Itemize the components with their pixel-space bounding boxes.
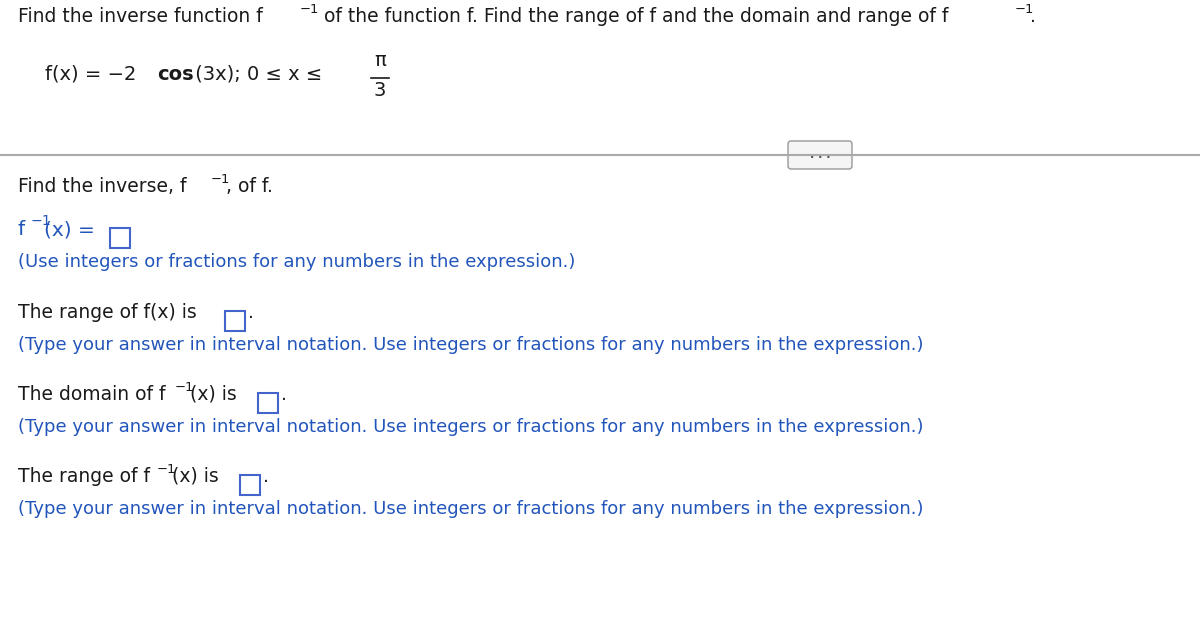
Text: .: . bbox=[1030, 7, 1036, 26]
Text: . . .: . . . bbox=[810, 150, 830, 160]
Text: f(x) = −2: f(x) = −2 bbox=[46, 65, 143, 84]
Text: The range of f(x) is: The range of f(x) is bbox=[18, 303, 203, 322]
Text: −1: −1 bbox=[211, 173, 230, 186]
Text: f: f bbox=[18, 220, 25, 239]
Text: −1: −1 bbox=[300, 3, 319, 16]
Text: The domain of f: The domain of f bbox=[18, 385, 166, 404]
FancyBboxPatch shape bbox=[258, 393, 278, 413]
Text: cos: cos bbox=[157, 65, 193, 84]
Text: (Type your answer in interval notation. Use integers or fractions for any number: (Type your answer in interval notation. … bbox=[18, 500, 924, 518]
Text: −1: −1 bbox=[30, 214, 50, 228]
Text: .: . bbox=[248, 303, 254, 322]
FancyBboxPatch shape bbox=[788, 141, 852, 169]
Text: (Type your answer in interval notation. Use integers or fractions for any number: (Type your answer in interval notation. … bbox=[18, 418, 924, 436]
Text: Find the inverse function f: Find the inverse function f bbox=[18, 7, 263, 26]
FancyBboxPatch shape bbox=[240, 475, 260, 495]
Text: (3x); 0 ≤ x ≤: (3x); 0 ≤ x ≤ bbox=[190, 65, 323, 84]
Text: 3: 3 bbox=[374, 81, 386, 100]
FancyBboxPatch shape bbox=[110, 228, 130, 248]
Text: .: . bbox=[263, 467, 269, 486]
FancyBboxPatch shape bbox=[226, 311, 245, 331]
Text: −1: −1 bbox=[157, 463, 176, 476]
Text: (x) is: (x) is bbox=[190, 385, 242, 404]
Text: (x) =: (x) = bbox=[44, 220, 101, 239]
Text: (x) is: (x) is bbox=[172, 467, 224, 486]
Text: Find the inverse, f: Find the inverse, f bbox=[18, 177, 186, 196]
Text: , of f.: , of f. bbox=[226, 177, 272, 196]
Text: −1: −1 bbox=[1015, 3, 1034, 16]
Text: .: . bbox=[281, 385, 287, 404]
Text: −1: −1 bbox=[175, 381, 194, 394]
Text: π: π bbox=[374, 51, 386, 70]
Text: The range of f: The range of f bbox=[18, 467, 150, 486]
Text: of the function f. Find the range of f and the domain and range of f: of the function f. Find the range of f a… bbox=[318, 7, 948, 26]
Text: (Type your answer in interval notation. Use integers or fractions for any number: (Type your answer in interval notation. … bbox=[18, 336, 924, 354]
Text: (Use integers or fractions for any numbers in the expression.): (Use integers or fractions for any numbe… bbox=[18, 253, 575, 271]
